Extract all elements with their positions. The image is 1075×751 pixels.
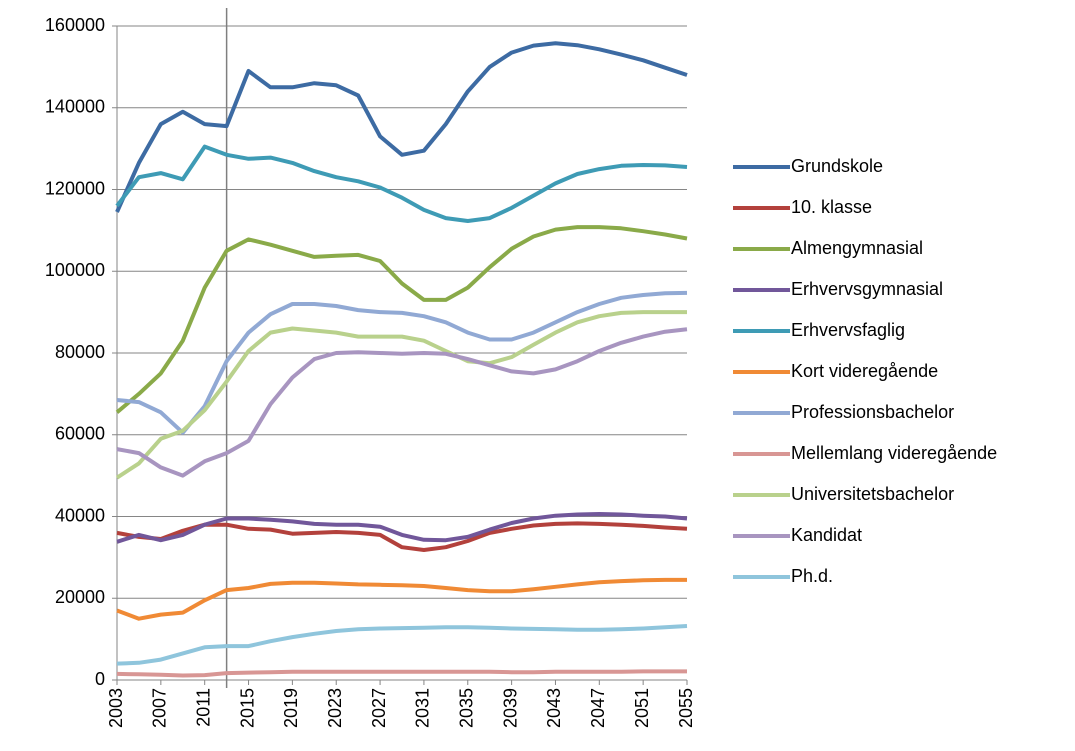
series-line [116, 669, 687, 678]
series-line [116, 624, 688, 666]
y-tick-label: 0 [95, 669, 105, 689]
y-tick-label: 20000 [55, 587, 105, 607]
series-line [116, 327, 688, 478]
legend-label: Mellemlang videregående [791, 443, 997, 463]
legend-label: Almengymnasial [791, 238, 923, 258]
legend-label: Professionsbachelor [791, 402, 954, 422]
x-tick-label: 2003 [106, 688, 126, 728]
x-tick-label: 2023 [325, 688, 345, 728]
legend-label: Ph.d. [791, 566, 833, 586]
x-tick-label: 2039 [500, 688, 520, 728]
y-tick-label: 100000 [45, 260, 105, 280]
x-tick-label: 2043 [544, 688, 564, 728]
x-tick-label: 2019 [281, 688, 301, 728]
series-line [116, 290, 688, 435]
legend-label: 10. klasse [791, 197, 872, 217]
x-tick-label: 2015 [237, 688, 257, 728]
series-line [116, 577, 687, 621]
legend-label: Erhvervsgymnasial [791, 279, 943, 299]
x-tick-label: 2007 [150, 688, 170, 728]
y-tick-label: 40000 [55, 505, 105, 525]
series-line [115, 41, 688, 213]
y-tick-label: 120000 [45, 178, 105, 198]
x-tick-label: 2047 [588, 688, 608, 728]
legend-label: Erhvervsfaglig [791, 320, 905, 340]
series-line [115, 310, 687, 480]
x-tick-label: 2035 [457, 688, 477, 728]
legend-label: Kandidat [791, 525, 862, 545]
series-line [116, 512, 688, 544]
y-tick-label: 140000 [45, 97, 105, 117]
x-tick-label: 2051 [632, 688, 652, 728]
x-tick-label: 2055 [676, 688, 696, 728]
legend-label: Kort videregående [791, 361, 938, 381]
legend-label: Universitetsbachelor [791, 484, 954, 504]
x-tick-label: 2031 [413, 688, 433, 728]
x-tick-label: 2011 [193, 688, 213, 727]
series-line [115, 225, 688, 414]
y-tick-label: 60000 [55, 424, 105, 444]
y-tick-label: 80000 [55, 342, 105, 362]
series-line [115, 144, 688, 223]
x-tick-label: 2027 [369, 688, 389, 728]
legend-label: Grundskole [791, 156, 883, 176]
y-tick-label: 160000 [45, 15, 105, 35]
